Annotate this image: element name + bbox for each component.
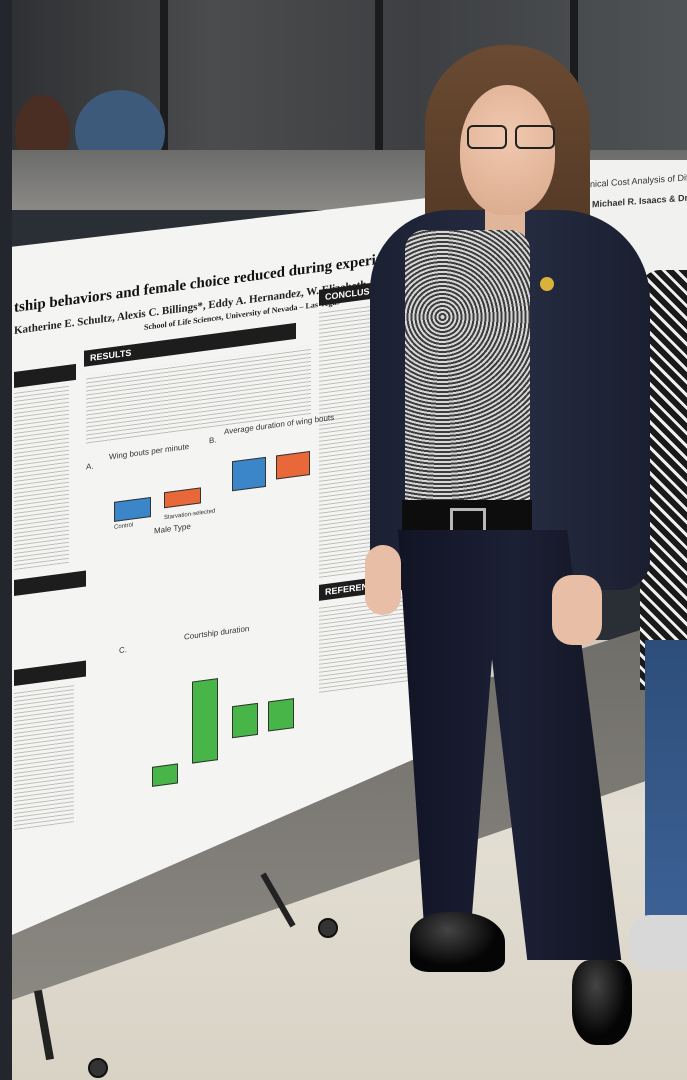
plot-a-xaxis: Male Type (154, 521, 191, 536)
glasses-icon (465, 125, 555, 149)
plot-a-label: A. (86, 461, 94, 472)
left-edge (0, 0, 12, 1080)
lapel-pin (540, 277, 554, 291)
presenter-face (460, 85, 555, 215)
presenter-hand-left (365, 545, 401, 615)
text-column (14, 682, 74, 830)
plot-a-cat-control: Control (114, 522, 134, 531)
plot-c-box-2 (192, 678, 218, 764)
bystander-shoe (630, 915, 687, 970)
plot-c-title: Courtship duration (184, 624, 250, 642)
section-bar (14, 660, 86, 686)
bystander-jeans (645, 640, 687, 940)
plot-c-box-1 (152, 763, 178, 787)
plot-b-label: B. (209, 435, 217, 446)
plot-a-control-box (114, 496, 151, 522)
plot-b-starvation-box (276, 451, 310, 480)
plot-a-starvation-box (164, 487, 201, 509)
window-frame (160, 0, 168, 170)
window-frame (375, 0, 383, 170)
presenter-shoe-right (572, 960, 632, 1045)
stand-wheel (318, 918, 338, 938)
presenter-belt (402, 500, 532, 534)
plot-c-label: C. (119, 645, 127, 656)
section-bar (14, 570, 86, 596)
plot-c-box-3 (232, 702, 258, 739)
presenter-hand-right (552, 575, 602, 645)
stand-wheel (88, 1058, 108, 1078)
text-column (14, 382, 69, 570)
presenter-shoe-left (410, 912, 505, 972)
plot-b-control-box (232, 456, 266, 492)
plot-c-box-4 (268, 698, 294, 732)
presenter-shirt (405, 230, 530, 520)
plot-a-title: Wing bouts per minute (109, 441, 190, 462)
plot-a-cat-starvation: Starvation-selected (164, 508, 216, 522)
